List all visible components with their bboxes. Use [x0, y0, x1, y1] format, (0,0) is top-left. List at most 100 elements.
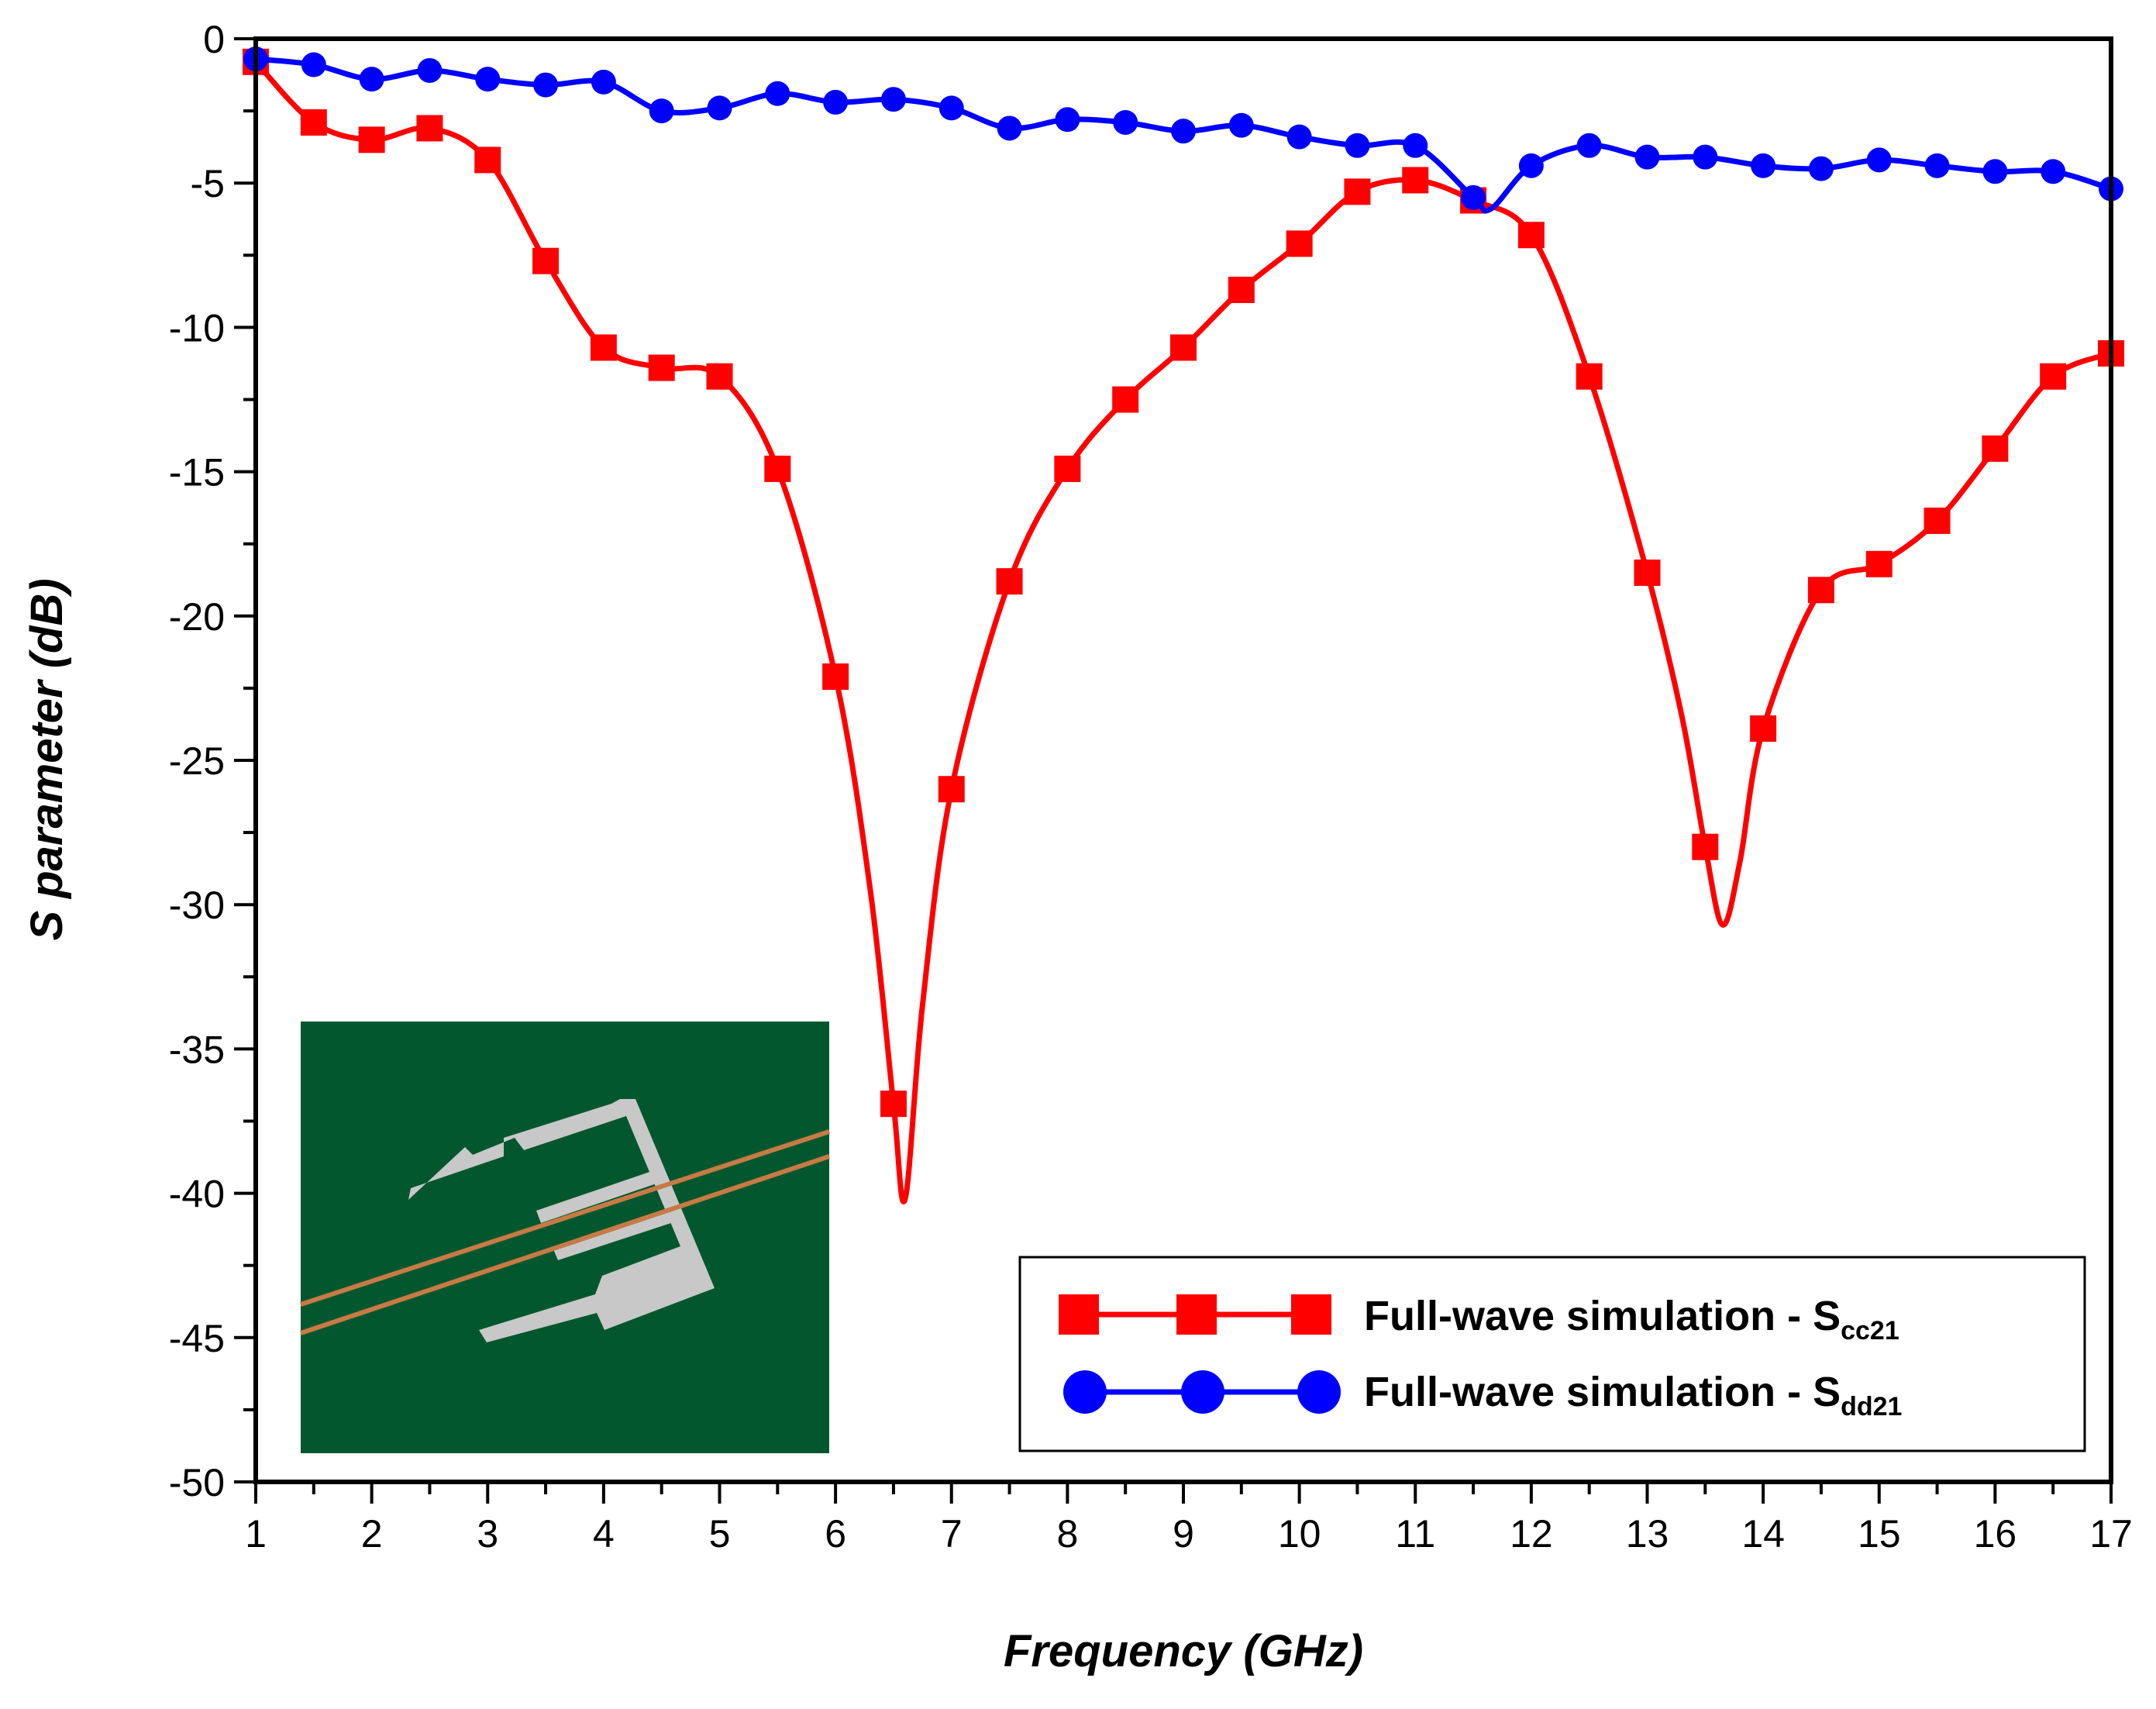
data-point-scc21 [416, 115, 443, 142]
data-point-scc21 [474, 146, 501, 174]
y-tick-label: -10 [169, 306, 225, 350]
data-point-scc21 [1228, 276, 1255, 303]
data-point-sdd21 [939, 95, 964, 121]
data-point-sdd21 [1345, 133, 1370, 158]
inset-finger-top [536, 1169, 663, 1223]
plot-frame [253, 36, 2113, 1484]
data-point-scc21 [1692, 833, 1719, 860]
data-point-scc21 [1750, 715, 1777, 743]
x-tick-label: 8 [1056, 1512, 1078, 1556]
x-tick-label: 7 [941, 1512, 963, 1556]
legend-marker-circle [1063, 1370, 1107, 1414]
data-point-sdd21 [1634, 144, 1660, 170]
data-point-scc21 [1807, 577, 1834, 604]
data-point-scc21 [2040, 363, 2067, 390]
data-point-sdd21 [1171, 119, 1196, 144]
y-tick-label: -25 [169, 739, 225, 783]
legend-box [1018, 1256, 2086, 1452]
data-point-scc21 [1634, 559, 1661, 586]
legend-marker-square [1176, 1294, 1217, 1335]
data-point-scc21 [300, 109, 327, 136]
data-point-sdd21 [475, 67, 501, 92]
data-point-sdd21 [359, 67, 384, 92]
y-tick-label: -30 [169, 884, 225, 927]
data-point-scc21 [706, 363, 733, 390]
legend-marker-square [1291, 1294, 1331, 1335]
x-tick-label: 17 [2089, 1512, 2133, 1556]
data-point-sdd21 [707, 95, 732, 121]
data-point-sdd21 [1866, 147, 1892, 173]
data-point-sdd21 [1403, 133, 1428, 158]
data-point-scc21 [1982, 435, 2009, 462]
data-point-sdd21 [765, 81, 790, 106]
data-point-sdd21 [1576, 133, 1602, 158]
y-tick-label: 0 [203, 18, 225, 61]
legend-marker-circle [1297, 1370, 1341, 1414]
inset-transmission-line-1 [300, 1129, 830, 1307]
inset-transmission-line-2 [300, 1154, 830, 1335]
x-tick-label: 12 [1510, 1512, 1553, 1556]
data-point-sdd21 [533, 72, 559, 98]
data-point-scc21 [822, 663, 849, 691]
data-point-sdd21 [1286, 124, 1312, 150]
legend-marker-square [1059, 1294, 1099, 1335]
legend: Full-wave simulation - Scc21 Full-wave s… [1018, 1256, 2086, 1452]
data-point-sdd21 [1808, 156, 1834, 181]
series-line-sdd21 [255, 56, 2113, 214]
x-tick-label: 1 [245, 1512, 267, 1556]
data-point-scc21 [1865, 550, 1893, 577]
data-point-scc21 [1924, 507, 1951, 534]
data-point-scc21 [1170, 334, 1197, 361]
data-point-scc21 [1517, 222, 1545, 249]
x-tick-label: 14 [1741, 1512, 1785, 1556]
y-tick-label: -5 [191, 162, 225, 205]
y-tick-label: -15 [169, 451, 225, 494]
data-point-sdd21 [1113, 109, 1138, 135]
inset-finger-bottom [553, 1209, 676, 1260]
data-point-scc21 [880, 1091, 907, 1118]
x-tick-label: 13 [1626, 1512, 1669, 1556]
data-point-scc21 [764, 455, 791, 482]
data-point-scc21 [1576, 363, 1603, 390]
data-point-scc21 [996, 568, 1023, 595]
x-axis-title: Frequency (GHz) [1004, 1626, 1363, 1676]
data-point-scc21 [1286, 230, 1313, 257]
inset-layout-image [300, 1022, 830, 1453]
tick-labels: 1 2 3 4 5 6 7 8 9 10 11 12 13 14 15 16 170-5-10-15-20-25… [169, 18, 2133, 1556]
inset-resonator-shape [408, 1099, 715, 1342]
data-point-sdd21 [1518, 153, 1544, 178]
x-tick-label: 16 [1974, 1512, 2017, 1556]
data-point-sdd21 [417, 57, 443, 83]
series-sdd21 [243, 47, 2123, 214]
data-point-sdd21 [1461, 184, 1486, 210]
x-tick-label: 11 [1395, 1512, 1435, 1556]
data-point-scc21 [938, 776, 965, 803]
data-point-sdd21 [2041, 159, 2066, 184]
legend-marker-circle [1181, 1370, 1224, 1414]
data-point-sdd21 [997, 115, 1022, 141]
x-tick-label: 2 [361, 1512, 383, 1556]
data-point-scc21 [1112, 386, 1139, 413]
data-point-sdd21 [823, 89, 849, 115]
legend-label-scc21: Full-wave simulation - Scc21 [1364, 1293, 1899, 1345]
x-tick-label: 5 [709, 1512, 731, 1556]
data-point-sdd21 [1751, 153, 1776, 178]
data-point-sdd21 [1924, 153, 1950, 178]
data-point-scc21 [358, 126, 385, 153]
data-point-scc21 [590, 334, 617, 361]
data-point-scc21 [1054, 455, 1081, 482]
y-tick-label: -50 [169, 1461, 225, 1504]
x-tick-label: 10 [1278, 1512, 1321, 1556]
data-point-sdd21 [880, 87, 906, 112]
legend-label-sdd21: Full-wave simulation - Sdd21 [1364, 1369, 1902, 1421]
data-point-scc21 [648, 354, 675, 381]
data-point-sdd21 [301, 52, 326, 78]
data-point-sdd21 [1693, 144, 1718, 170]
data-point-sdd21 [1982, 159, 2008, 184]
data-point-scc21 [532, 247, 560, 274]
y-tick-label: -20 [169, 595, 225, 639]
x-tick-label: 4 [593, 1512, 615, 1556]
data-point-sdd21 [591, 69, 616, 95]
data-point-sdd21 [649, 98, 674, 124]
y-tick-label: -45 [169, 1317, 225, 1360]
